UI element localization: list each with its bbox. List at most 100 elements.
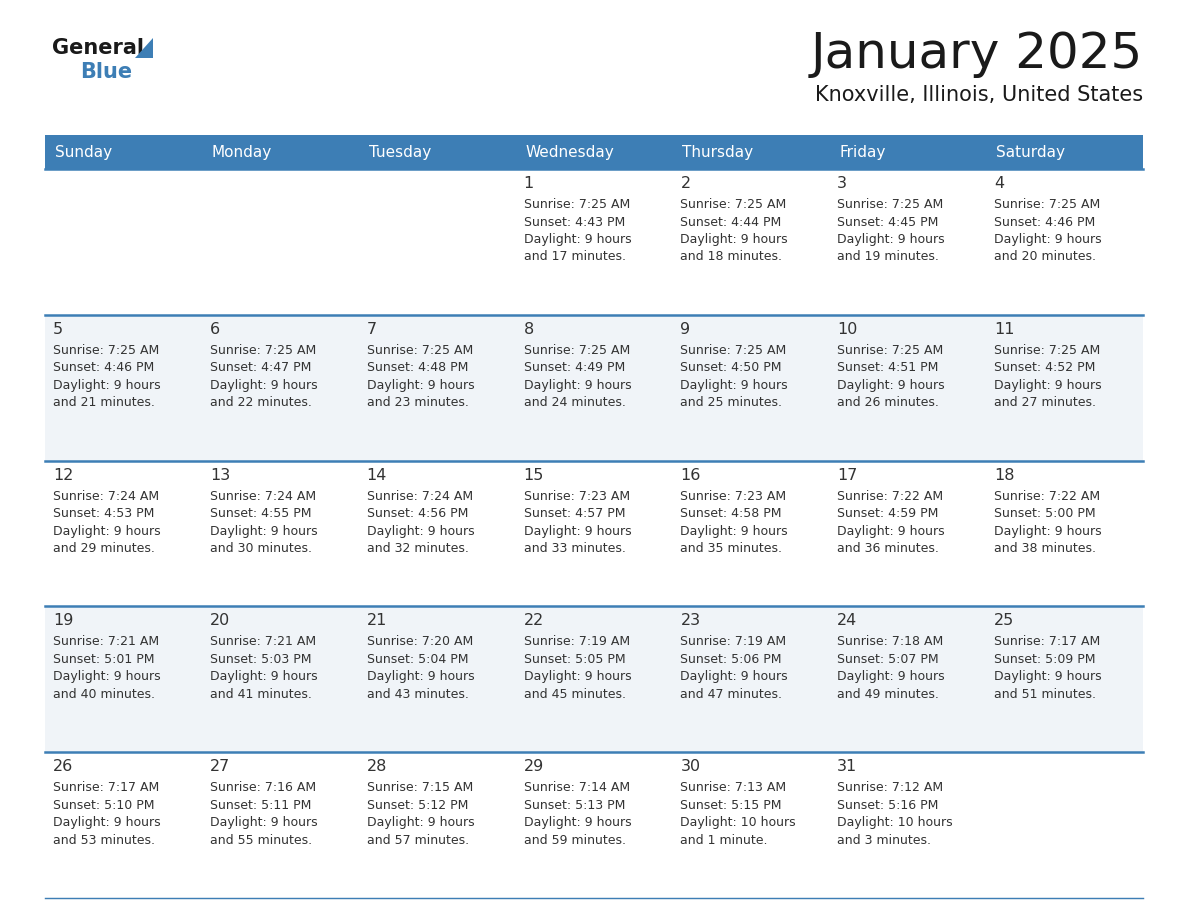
Bar bbox=[829, 135, 986, 169]
Text: Sunrise: 7:13 AM: Sunrise: 7:13 AM bbox=[681, 781, 786, 794]
Text: and 1 minute.: and 1 minute. bbox=[681, 834, 767, 846]
Text: and 24 minutes.: and 24 minutes. bbox=[524, 397, 625, 409]
Text: 19: 19 bbox=[53, 613, 74, 629]
Text: and 36 minutes.: and 36 minutes. bbox=[838, 543, 940, 555]
Text: 13: 13 bbox=[210, 467, 230, 483]
Text: Saturday: Saturday bbox=[997, 144, 1066, 160]
Text: Tuesday: Tuesday bbox=[368, 144, 431, 160]
Text: Blue: Blue bbox=[80, 62, 132, 82]
Text: Sunrise: 7:25 AM: Sunrise: 7:25 AM bbox=[681, 344, 786, 357]
Text: 24: 24 bbox=[838, 613, 858, 629]
Text: Daylight: 9 hours: Daylight: 9 hours bbox=[210, 379, 317, 392]
Text: Daylight: 9 hours: Daylight: 9 hours bbox=[524, 524, 631, 538]
Bar bbox=[202, 135, 359, 169]
Text: Daylight: 9 hours: Daylight: 9 hours bbox=[994, 524, 1101, 538]
Text: Daylight: 9 hours: Daylight: 9 hours bbox=[53, 816, 160, 829]
Text: and 51 minutes.: and 51 minutes. bbox=[994, 688, 1097, 701]
Text: Sunset: 4:56 PM: Sunset: 4:56 PM bbox=[367, 507, 468, 521]
Text: and 43 minutes.: and 43 minutes. bbox=[367, 688, 468, 701]
Text: Sunset: 4:50 PM: Sunset: 4:50 PM bbox=[681, 362, 782, 375]
Bar bbox=[45, 315, 1143, 461]
Text: Sunset: 5:04 PM: Sunset: 5:04 PM bbox=[367, 653, 468, 666]
Text: Monday: Monday bbox=[211, 144, 272, 160]
Text: and 35 minutes.: and 35 minutes. bbox=[681, 543, 783, 555]
Text: Sunset: 5:07 PM: Sunset: 5:07 PM bbox=[838, 653, 939, 666]
Text: 18: 18 bbox=[994, 467, 1015, 483]
Text: Daylight: 10 hours: Daylight: 10 hours bbox=[838, 816, 953, 829]
Text: Sunrise: 7:25 AM: Sunrise: 7:25 AM bbox=[994, 344, 1100, 357]
Text: Sunrise: 7:12 AM: Sunrise: 7:12 AM bbox=[838, 781, 943, 794]
Text: Sunset: 5:15 PM: Sunset: 5:15 PM bbox=[681, 799, 782, 812]
Text: Daylight: 9 hours: Daylight: 9 hours bbox=[994, 379, 1101, 392]
Text: Sunrise: 7:25 AM: Sunrise: 7:25 AM bbox=[524, 344, 630, 357]
Text: Sunrise: 7:22 AM: Sunrise: 7:22 AM bbox=[994, 489, 1100, 502]
Text: Sunset: 5:11 PM: Sunset: 5:11 PM bbox=[210, 799, 311, 812]
Text: Sunset: 4:53 PM: Sunset: 4:53 PM bbox=[53, 507, 154, 521]
Text: Daylight: 9 hours: Daylight: 9 hours bbox=[367, 670, 474, 683]
Text: 15: 15 bbox=[524, 467, 544, 483]
Text: Daylight: 9 hours: Daylight: 9 hours bbox=[367, 524, 474, 538]
Text: Daylight: 9 hours: Daylight: 9 hours bbox=[838, 233, 944, 246]
Text: Sunrise: 7:19 AM: Sunrise: 7:19 AM bbox=[681, 635, 786, 648]
Text: 23: 23 bbox=[681, 613, 701, 629]
Text: 7: 7 bbox=[367, 322, 377, 337]
Text: and 27 minutes.: and 27 minutes. bbox=[994, 397, 1097, 409]
Text: Sunset: 4:52 PM: Sunset: 4:52 PM bbox=[994, 362, 1095, 375]
Text: 3: 3 bbox=[838, 176, 847, 191]
Text: Sunrise: 7:19 AM: Sunrise: 7:19 AM bbox=[524, 635, 630, 648]
Text: Sunset: 5:05 PM: Sunset: 5:05 PM bbox=[524, 653, 625, 666]
Text: Sunset: 5:03 PM: Sunset: 5:03 PM bbox=[210, 653, 311, 666]
Text: 17: 17 bbox=[838, 467, 858, 483]
Text: Sunrise: 7:25 AM: Sunrise: 7:25 AM bbox=[681, 198, 786, 211]
Text: 4: 4 bbox=[994, 176, 1004, 191]
Text: and 23 minutes.: and 23 minutes. bbox=[367, 397, 468, 409]
Text: 20: 20 bbox=[210, 613, 230, 629]
Text: and 33 minutes.: and 33 minutes. bbox=[524, 543, 625, 555]
Text: Sunrise: 7:20 AM: Sunrise: 7:20 AM bbox=[367, 635, 473, 648]
Text: Daylight: 9 hours: Daylight: 9 hours bbox=[524, 379, 631, 392]
Text: and 38 minutes.: and 38 minutes. bbox=[994, 543, 1097, 555]
Text: and 26 minutes.: and 26 minutes. bbox=[838, 397, 940, 409]
Text: 25: 25 bbox=[994, 613, 1015, 629]
Text: Daylight: 9 hours: Daylight: 9 hours bbox=[53, 524, 160, 538]
Text: Daylight: 9 hours: Daylight: 9 hours bbox=[210, 670, 317, 683]
Text: Daylight: 9 hours: Daylight: 9 hours bbox=[681, 233, 788, 246]
Text: 30: 30 bbox=[681, 759, 701, 774]
Text: 5: 5 bbox=[53, 322, 63, 337]
Text: Daylight: 9 hours: Daylight: 9 hours bbox=[367, 816, 474, 829]
Text: Sunrise: 7:21 AM: Sunrise: 7:21 AM bbox=[210, 635, 316, 648]
Text: Daylight: 10 hours: Daylight: 10 hours bbox=[681, 816, 796, 829]
Text: and 47 minutes.: and 47 minutes. bbox=[681, 688, 783, 701]
Text: Sunset: 4:59 PM: Sunset: 4:59 PM bbox=[838, 507, 939, 521]
Text: Sunrise: 7:24 AM: Sunrise: 7:24 AM bbox=[210, 489, 316, 502]
Text: Sunday: Sunday bbox=[55, 144, 112, 160]
Text: 22: 22 bbox=[524, 613, 544, 629]
Text: Sunrise: 7:14 AM: Sunrise: 7:14 AM bbox=[524, 781, 630, 794]
Text: Sunrise: 7:25 AM: Sunrise: 7:25 AM bbox=[367, 344, 473, 357]
Text: Sunrise: 7:15 AM: Sunrise: 7:15 AM bbox=[367, 781, 473, 794]
Text: 12: 12 bbox=[53, 467, 74, 483]
Text: Sunset: 4:58 PM: Sunset: 4:58 PM bbox=[681, 507, 782, 521]
Text: Sunset: 4:46 PM: Sunset: 4:46 PM bbox=[53, 362, 154, 375]
Text: 1: 1 bbox=[524, 176, 533, 191]
Text: Thursday: Thursday bbox=[682, 144, 753, 160]
Text: 8: 8 bbox=[524, 322, 533, 337]
Text: and 21 minutes.: and 21 minutes. bbox=[53, 397, 154, 409]
Text: Sunset: 5:10 PM: Sunset: 5:10 PM bbox=[53, 799, 154, 812]
Text: Sunset: 5:09 PM: Sunset: 5:09 PM bbox=[994, 653, 1095, 666]
Text: and 40 minutes.: and 40 minutes. bbox=[53, 688, 154, 701]
Bar bbox=[45, 752, 1143, 898]
Text: 2: 2 bbox=[681, 176, 690, 191]
Text: and 55 minutes.: and 55 minutes. bbox=[210, 834, 312, 846]
Text: Sunrise: 7:25 AM: Sunrise: 7:25 AM bbox=[838, 198, 943, 211]
Text: and 45 minutes.: and 45 minutes. bbox=[524, 688, 626, 701]
Text: 14: 14 bbox=[367, 467, 387, 483]
Text: Sunset: 4:44 PM: Sunset: 4:44 PM bbox=[681, 216, 782, 229]
Text: 28: 28 bbox=[367, 759, 387, 774]
Text: Sunrise: 7:25 AM: Sunrise: 7:25 AM bbox=[994, 198, 1100, 211]
Text: General: General bbox=[52, 38, 144, 58]
Text: January 2025: January 2025 bbox=[810, 30, 1143, 78]
Text: and 20 minutes.: and 20 minutes. bbox=[994, 251, 1097, 263]
Bar bbox=[45, 461, 1143, 607]
Text: and 22 minutes.: and 22 minutes. bbox=[210, 397, 311, 409]
